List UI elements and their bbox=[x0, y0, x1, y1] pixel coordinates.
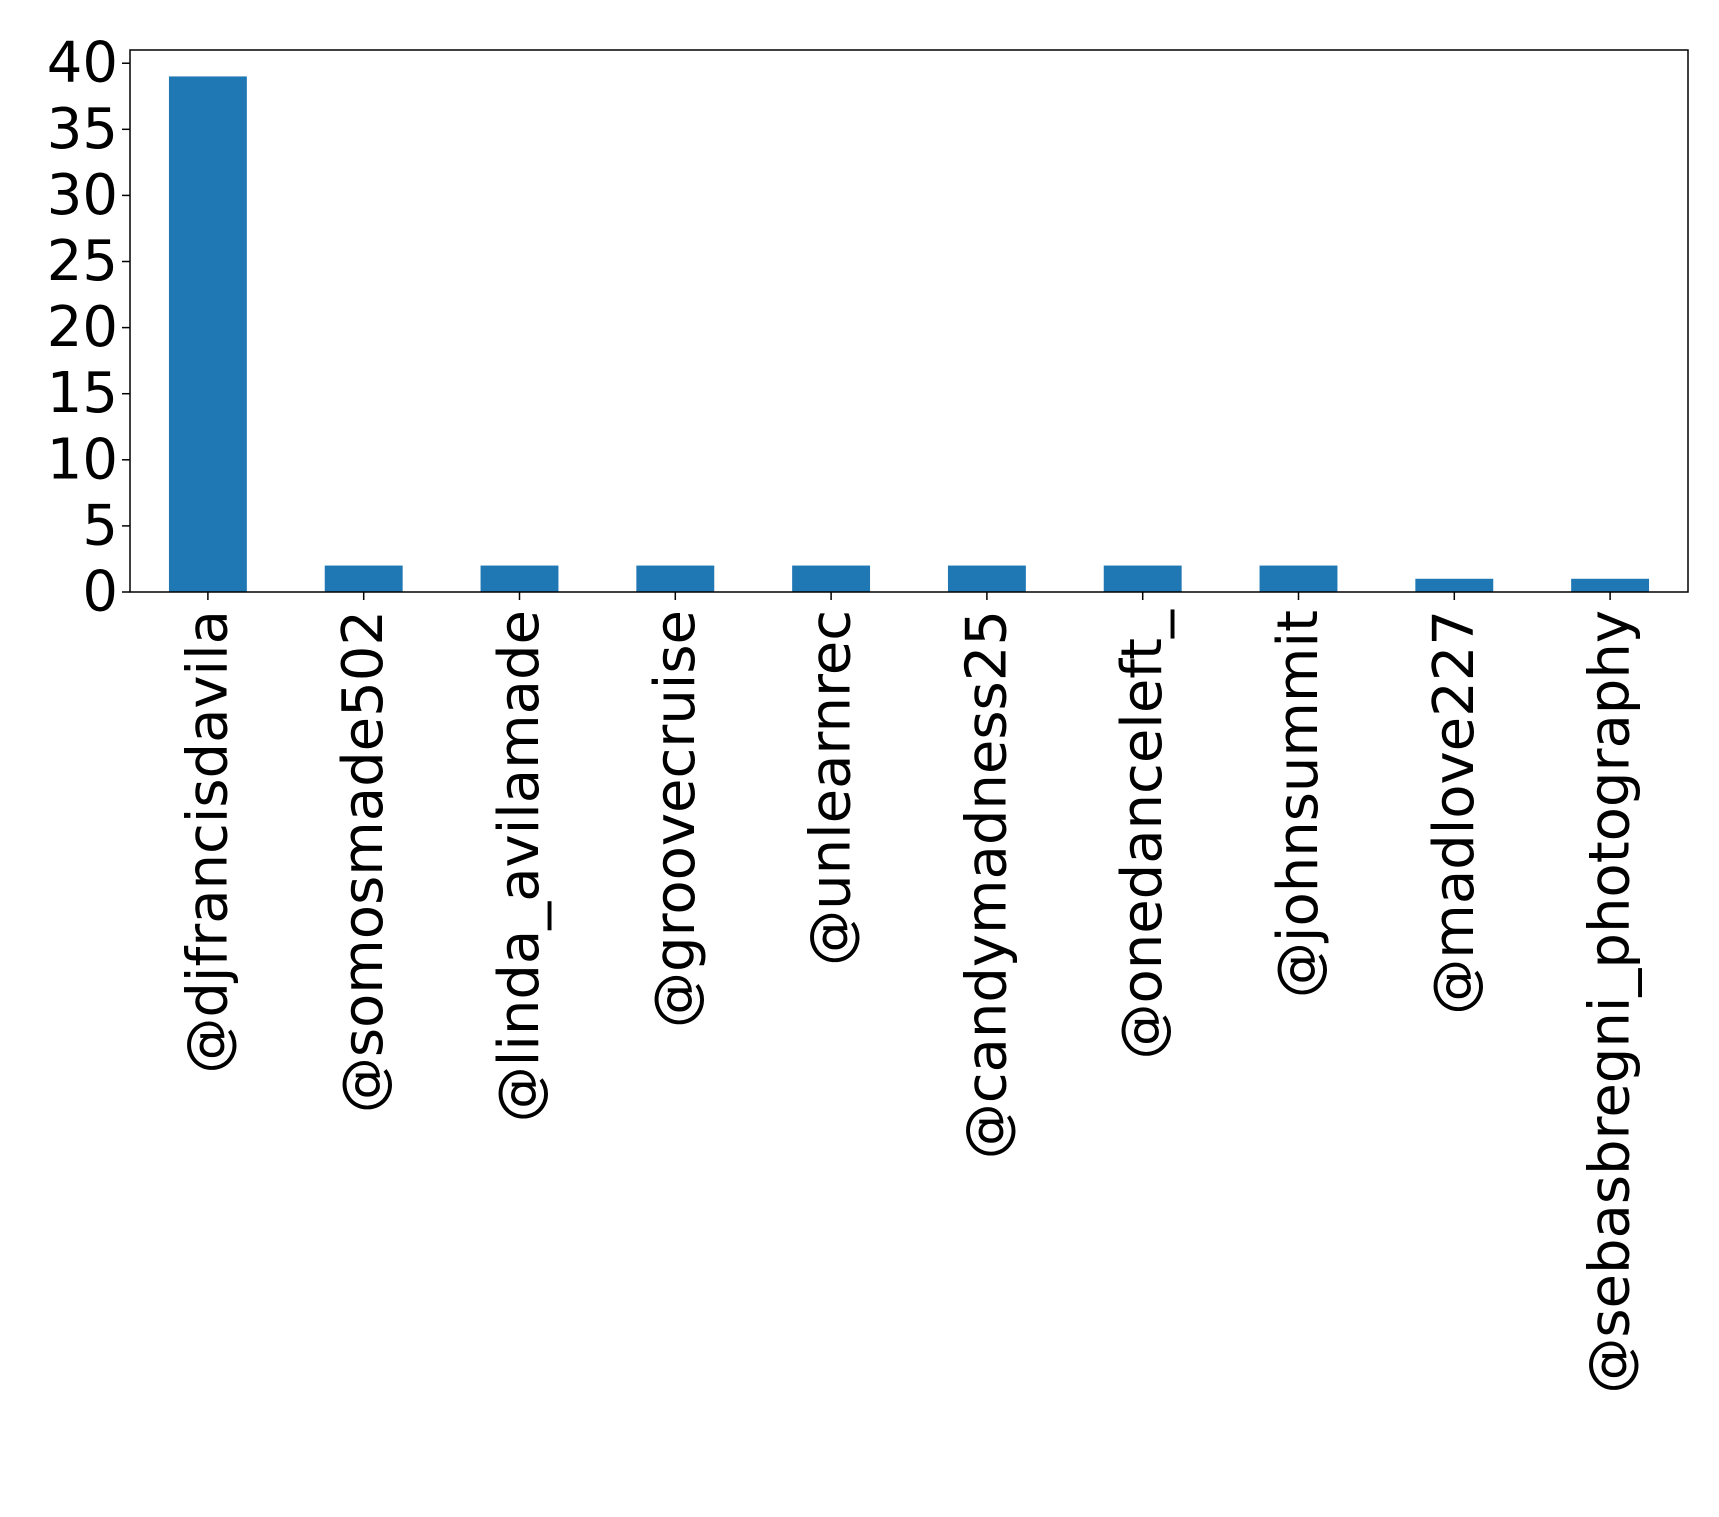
bar-6 bbox=[1103, 565, 1182, 592]
plot-border bbox=[129, 49, 1689, 593]
x-tick-label-9: @sebasbregni_photography bbox=[1578, 610, 1643, 1394]
x-tick-label-6: @onedanceleft_ bbox=[1110, 609, 1175, 1060]
x-tick-label-1: @somosmade502 bbox=[331, 610, 396, 1113]
x-tick-label-8: @madlove227 bbox=[1422, 610, 1487, 1015]
bar-4 bbox=[792, 565, 871, 592]
y-tick-label-6: 30 bbox=[47, 163, 118, 228]
y-tick-label-8: 40 bbox=[47, 31, 118, 96]
y-tick-label-5: 25 bbox=[47, 229, 118, 294]
bar-5 bbox=[947, 565, 1026, 592]
x-tick-label-7: @johnsummit bbox=[1266, 610, 1331, 998]
bar-1 bbox=[324, 565, 403, 592]
x-tick-label-2: @linda_avilamade bbox=[487, 610, 552, 1122]
y-tick-label-0: 0 bbox=[82, 560, 118, 625]
y-tick-label-7: 35 bbox=[47, 97, 118, 162]
y-tick-label-3: 15 bbox=[47, 361, 118, 426]
x-axis: @djfrancisdavila @somosmade502 @linda_avil… bbox=[175, 592, 1643, 1394]
y-tick-label-4: 20 bbox=[47, 295, 118, 360]
bar-7 bbox=[1259, 565, 1338, 592]
x-tick-label-0: @djfrancisdavila bbox=[175, 610, 240, 1074]
bar-2 bbox=[480, 565, 559, 592]
x-tick-label-5: @candymadness25 bbox=[954, 610, 1019, 1159]
y-tick-label-2: 10 bbox=[47, 427, 118, 492]
bar-9 bbox=[1571, 578, 1650, 592]
plot-frame bbox=[129, 49, 1689, 593]
x-tick-label-4: @unlearnrec bbox=[799, 610, 864, 966]
bars-group bbox=[168, 76, 1650, 592]
x-tick-label-3: @groovecruise bbox=[643, 610, 708, 1028]
bar-3 bbox=[636, 565, 715, 592]
bar-0 bbox=[168, 76, 247, 592]
y-tick-label-1: 5 bbox=[82, 493, 118, 558]
bar-8 bbox=[1415, 578, 1494, 592]
